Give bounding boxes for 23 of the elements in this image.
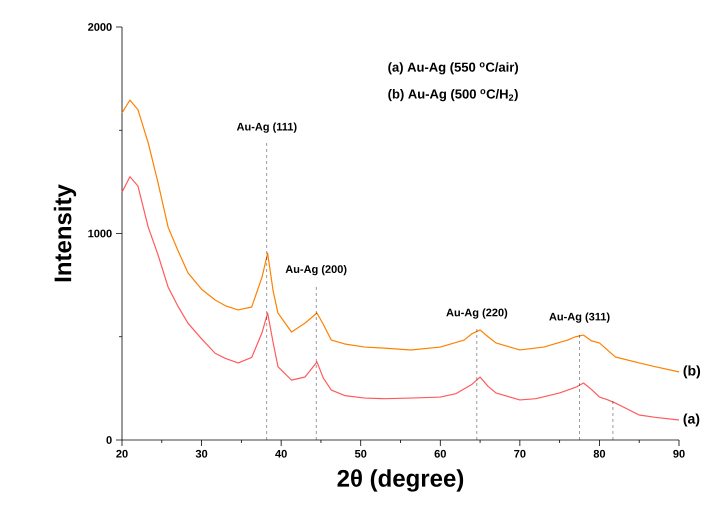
annotation: (a) Au-Ag (550 $^{o}$C/air) [388,62,518,74]
x-tick-label: 50 [354,450,366,458]
x-tick-label: 60 [434,450,446,458]
x-tick-label: 20 [116,450,128,458]
ref-line-label: Au-Ag (311) [549,312,610,323]
y-tick-label: 2000 [88,23,112,31]
ref-line-label: Au-Ag (200) [286,264,346,276]
ref-line-label: Au-Ag (220) [446,308,508,319]
y-tick-label: 1000 [88,230,112,238]
series-label: (b) [684,365,700,378]
annotation: (b) Au-Ag (500 $^{o}$C/H$_{2}$) [388,89,518,102]
x-tick-label: 80 [594,450,606,458]
x-tick-label: 30 [196,450,208,458]
line-series [121,176,680,421]
line-series [121,100,680,372]
x-tick-label: 70 [514,450,526,458]
ref-line-label: Au-Ag (111) [236,122,297,133]
x-axis-title: 2θ (degree) [337,469,464,492]
y-tick-label: 0 [106,436,112,444]
x-tick-label: 90 [673,450,685,458]
series-label: (a) [684,413,700,426]
x-tick-label: 40 [275,450,287,458]
y-axis-title: Intensity [54,184,76,282]
